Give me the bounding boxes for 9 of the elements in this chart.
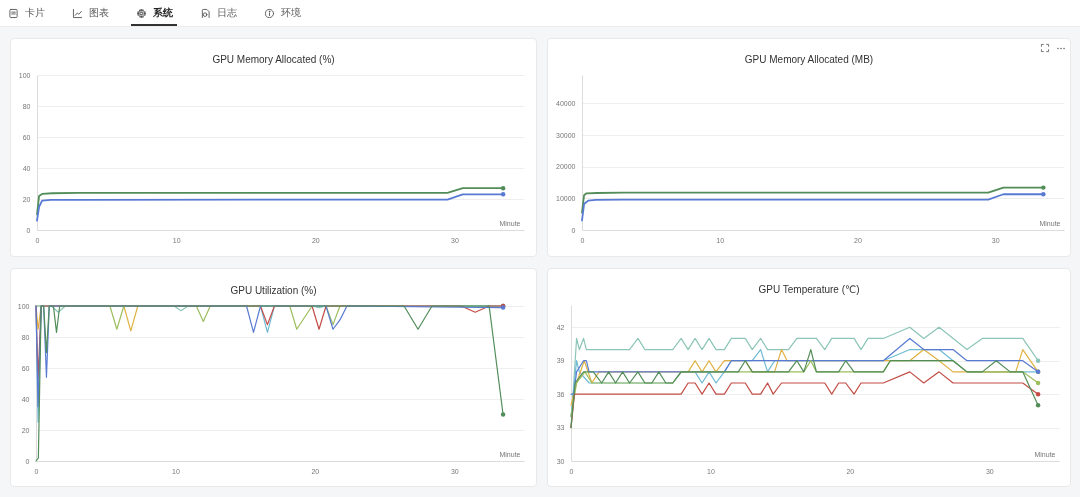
chart-title: GPU Memory Allocated (MB) <box>744 54 874 65</box>
category-label: 系统 <box>153 7 173 19</box>
category-label: 日志 <box>217 7 237 19</box>
category-label: 卡片 <box>25 7 45 19</box>
chart-title: GPU Memory Allocated (%) <box>212 53 335 65</box>
chart-title: GPU Utilization (%) <box>230 284 317 296</box>
chart-title: GPU Temperature (℃) <box>758 284 860 295</box>
category-label: 环境 <box>281 7 301 19</box>
category-label: 图表 <box>89 7 109 19</box>
